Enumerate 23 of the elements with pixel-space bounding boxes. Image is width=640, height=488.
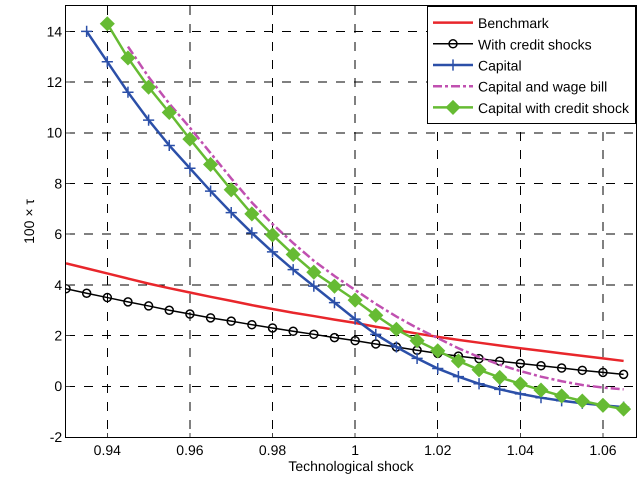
x-tick-label: 1.02 [424, 442, 452, 458]
legend-label: Capital and wage bill [478, 78, 608, 95]
legend-label: Benchmark [478, 15, 550, 32]
y-tick-label: 6 [54, 226, 62, 242]
y-tick-label: 2 [54, 327, 62, 344]
x-tick-label: 1.06 [589, 442, 617, 458]
x-tick-label: 1 [351, 442, 360, 458]
x-axis-title: Technological shock [288, 458, 415, 474]
legend-label: Capital [478, 57, 522, 74]
y-tick-label: 4 [54, 276, 62, 293]
y-tick-label: 0 [54, 378, 62, 394]
y-tick-label: 8 [54, 175, 62, 192]
y-axis-title: 100 × τ [21, 198, 38, 244]
y-tick-label: 12 [46, 74, 62, 90]
y-tick-label: 14 [46, 23, 62, 40]
x-tick-label: 0.94 [94, 442, 122, 458]
x-tick-label: 0.98 [258, 442, 286, 458]
x-tick-label: 0.96 [176, 442, 204, 458]
legend-label: Capital with credit shock [478, 100, 630, 116]
y-tick-label: 10 [46, 124, 62, 141]
legend-label: With credit shocks [478, 36, 592, 52]
x-tick-label: 1.04 [506, 442, 534, 458]
y-tick-label: -2 [50, 428, 62, 445]
